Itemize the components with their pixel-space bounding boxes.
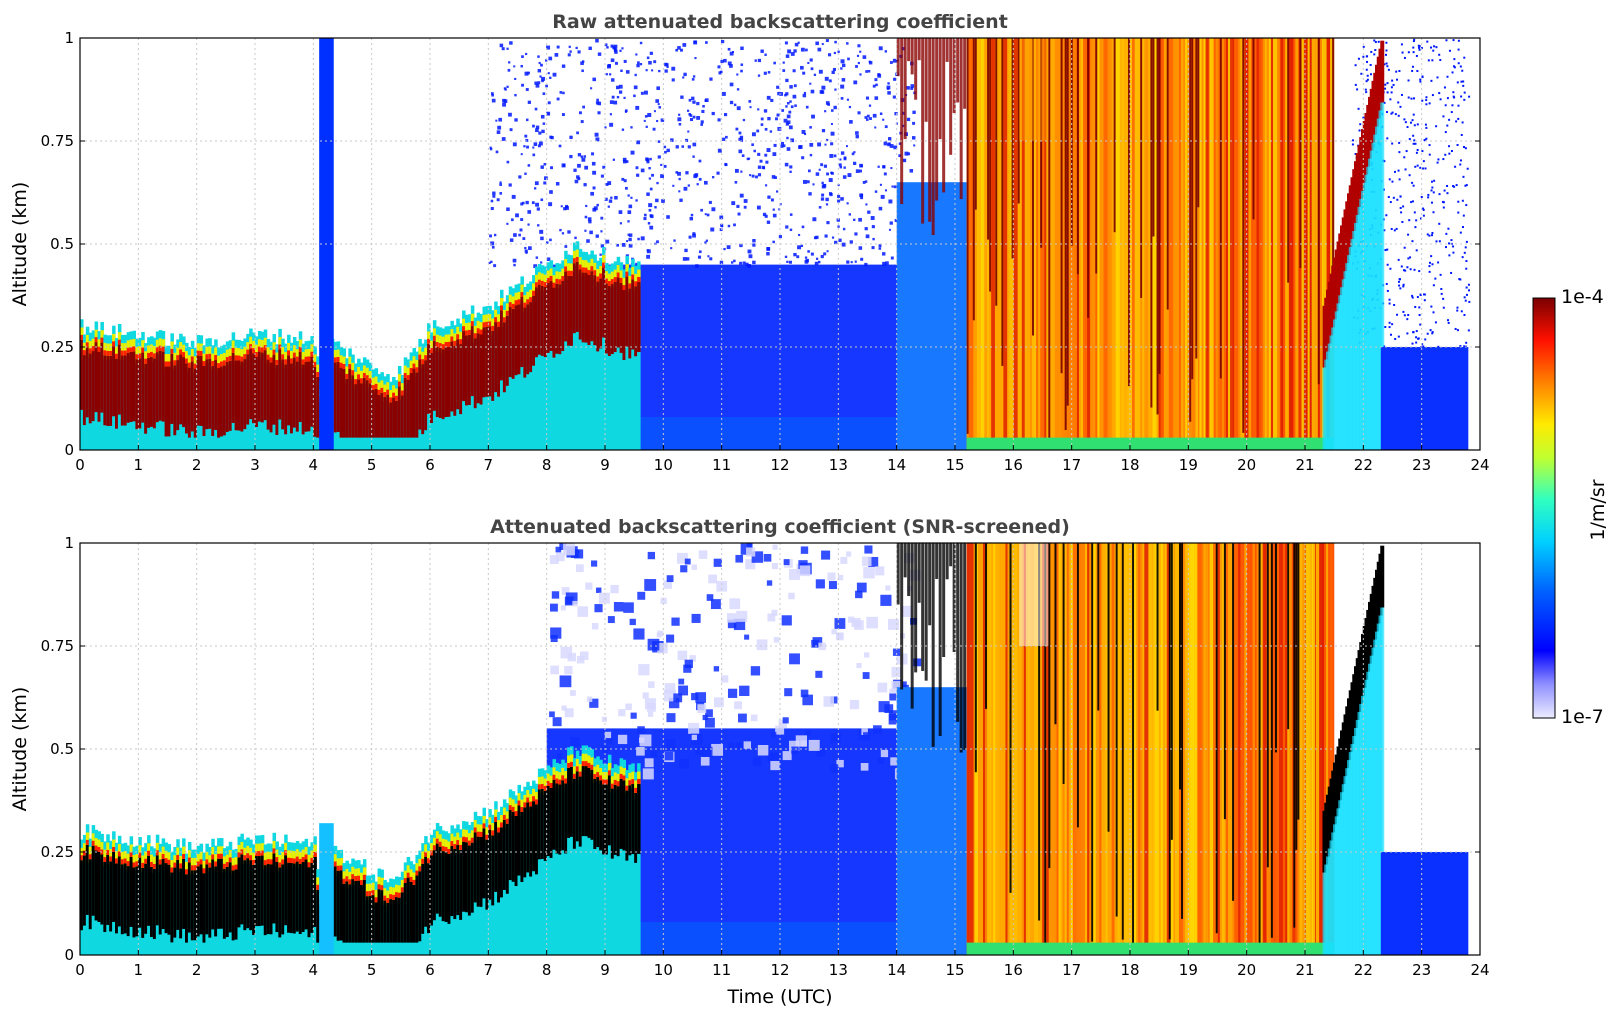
x-axis-label: Time (UTC) [726, 986, 832, 1008]
x-tick-label: 0 [75, 961, 85, 979]
colorbar-max-label: 1e-4 [1561, 286, 1604, 308]
y-tick-label: 0.5 [50, 740, 74, 758]
x-tick-label: 1 [134, 456, 144, 474]
x-tick-label: 13 [829, 961, 848, 979]
x-tick-label: 12 [770, 961, 789, 979]
x-tick-label: 4 [309, 961, 319, 979]
x-tick-label: 23 [1412, 456, 1431, 474]
x-tick-label: 0 [75, 456, 85, 474]
y-tick-label: 1 [64, 534, 74, 552]
y-tick-label: 0.25 [41, 338, 74, 356]
y-tick-label: 0.5 [50, 235, 74, 253]
screened-y-axis: 0 0.25 0.5 0.75 1 [41, 534, 1480, 964]
raw-y-axis: 0 0.25 0.5 0.75 1 [41, 29, 1480, 459]
x-tick-label: 15 [945, 456, 964, 474]
x-tick-label: 18 [1120, 456, 1139, 474]
x-tick-label: 6 [425, 456, 435, 474]
x-tick-label: 22 [1354, 456, 1373, 474]
x-tick-label: 10 [654, 961, 673, 979]
x-tick-label: 11 [712, 456, 731, 474]
y-tick-label: 0.75 [41, 132, 74, 150]
boundary-layer [80, 745, 641, 955]
x-tick-label: 8 [542, 961, 552, 979]
raw-heatmap [80, 38, 1471, 450]
x-tick-label: 11 [712, 961, 731, 979]
screened-x-axis: 0 1 2 3 4 5 6 7 8 9 10 11 12 13 14 15 16 17 18 19 20 21 22 23 24 [75, 950, 1490, 979]
rising-cloud-layer [1322, 545, 1469, 955]
x-tick-label: 15 [945, 961, 964, 979]
rising-cloud-layer [1322, 40, 1469, 450]
x-tick-label: 5 [367, 456, 377, 474]
x-tick-label: 3 [250, 456, 260, 474]
x-tick-label: 10 [654, 456, 673, 474]
dense-cloud [896, 38, 1335, 450]
x-tick-label: 9 [600, 961, 610, 979]
x-tick-label: 21 [1295, 456, 1314, 474]
colorbar-unit-label: 1/m/sr [1587, 479, 1609, 540]
x-tick-label: 5 [367, 961, 377, 979]
x-tick-label: 2 [192, 456, 202, 474]
x-tick-label: 18 [1120, 961, 1139, 979]
x-tick-label: 24 [1470, 456, 1489, 474]
x-tick-label: 22 [1354, 961, 1373, 979]
x-tick-label: 7 [484, 456, 494, 474]
boundary-layer [80, 241, 641, 450]
screened-panel: Attenuated backscattering coefficient (S… [9, 516, 1490, 1008]
x-tick-label: 16 [1004, 456, 1023, 474]
raw-gridlines [80, 38, 1480, 450]
x-tick-label: 4 [309, 456, 319, 474]
x-tick-label: 14 [887, 961, 906, 979]
screened-gridlines [80, 543, 1480, 955]
colorbar-min-label: 1e-7 [1561, 706, 1604, 728]
spike-column [319, 823, 334, 955]
colorbar: 1e-4 1e-7 1/m/sr [1532, 286, 1609, 728]
x-tick-label: 20 [1237, 456, 1256, 474]
x-tick-label: 21 [1295, 961, 1314, 979]
y-tick-label: 0 [64, 441, 74, 459]
x-tick-label: 2 [192, 961, 202, 979]
x-tick-label: 14 [887, 456, 906, 474]
x-tick-label: 12 [770, 456, 789, 474]
raw-y-axis-label: Altitude (km) [9, 182, 31, 307]
raw-panel: Raw attenuated backscattering coefficien… [9, 11, 1490, 474]
raw-panel-title: Raw attenuated backscattering coefficien… [552, 11, 1008, 33]
x-tick-label: 13 [829, 456, 848, 474]
noise-speckle [488, 38, 1471, 348]
x-tick-label: 1 [134, 961, 144, 979]
x-tick-label: 19 [1179, 961, 1198, 979]
y-tick-label: 1 [64, 29, 74, 47]
raw-x-axis: 0 1 2 3 4 5 6 7 8 9 10 11 12 13 14 15 16 17 18 19 20 21 22 23 24 [75, 445, 1490, 474]
x-tick-label: 16 [1004, 961, 1023, 979]
x-tick-label: 17 [1062, 456, 1081, 474]
y-tick-label: 0.25 [41, 843, 74, 861]
screened-y-axis-label: Altitude (km) [9, 687, 31, 812]
y-tick-label: 0 [64, 946, 74, 964]
x-tick-label: 17 [1062, 961, 1081, 979]
x-tick-label: 24 [1470, 961, 1489, 979]
x-tick-label: 8 [542, 456, 552, 474]
x-tick-label: 6 [425, 961, 435, 979]
x-tick-label: 20 [1237, 961, 1256, 979]
screened-panel-title: Attenuated backscattering coefficient (S… [490, 516, 1070, 538]
y-tick-label: 0.75 [41, 637, 74, 655]
x-tick-label: 23 [1412, 961, 1431, 979]
x-tick-label: 3 [250, 961, 260, 979]
x-tick-label: 19 [1179, 456, 1198, 474]
colorbar-gradient [1532, 297, 1556, 719]
x-tick-label: 7 [484, 961, 494, 979]
x-tick-label: 9 [600, 456, 610, 474]
